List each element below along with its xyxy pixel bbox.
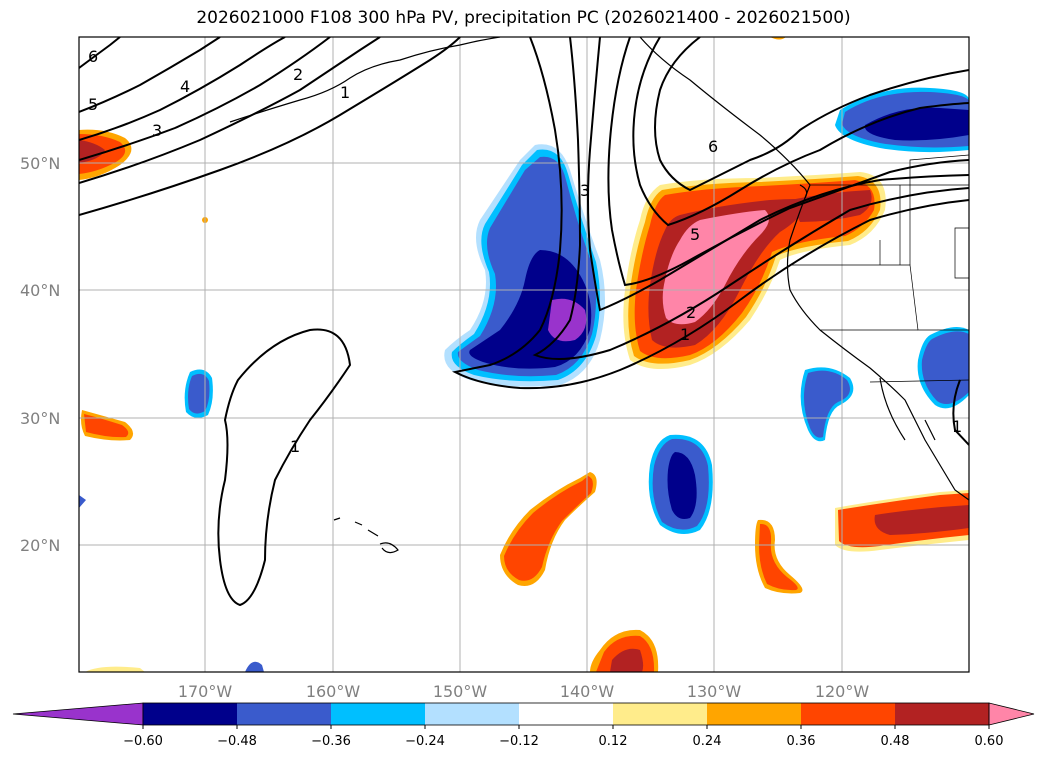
colorbar-tick-label: 0.48 bbox=[881, 734, 910, 749]
contour-label-5a: 5 bbox=[88, 95, 98, 114]
contour-label-1a: 1 bbox=[340, 83, 350, 102]
lon-axis: 170°W 160°W 150°W 140°W 130°W 120°W bbox=[178, 682, 870, 701]
map-title: 2026021000 F108 300 hPa PV, precipitatio… bbox=[196, 8, 851, 28]
contour-label-2a: 2 bbox=[293, 65, 303, 84]
colorbar-labels: −0.60 −0.48 −0.36 −0.24 −0.12 0.12 0.24 0.36 0.4… bbox=[123, 725, 1003, 749]
contour-label-5b: 5 bbox=[690, 225, 700, 244]
colorbar-tick-label: 0.60 bbox=[975, 734, 1004, 749]
lon-tick-160w: 160°W bbox=[306, 682, 361, 701]
contour-labels: 6 5 4 3 2 1 3 6 5 2 1 1 1 bbox=[88, 47, 962, 456]
precip-region-e2-negative bbox=[800, 367, 854, 442]
lon-tick-150w: 150°W bbox=[433, 682, 488, 701]
lon-tick-120w: 120°W bbox=[815, 682, 870, 701]
colorbar-segment bbox=[237, 703, 331, 725]
precip-region-se-warm bbox=[835, 490, 969, 552]
precip-region-s-warm-band bbox=[755, 519, 803, 594]
colorbar-tick-label: −0.60 bbox=[123, 734, 163, 749]
contour-label-6a: 6 bbox=[88, 47, 98, 66]
map-content: 6 5 4 3 2 1 3 6 5 2 1 1 1 bbox=[79, 37, 969, 672]
colorbar-segment bbox=[895, 703, 989, 725]
colorbar bbox=[12, 702, 1035, 726]
colorbar-segment bbox=[331, 703, 425, 725]
colorbar-tick-label: −0.36 bbox=[311, 734, 351, 749]
colorbar-segment bbox=[425, 703, 519, 725]
precip-region-sw-warm bbox=[500, 472, 597, 586]
precip-region-w-negative bbox=[184, 369, 213, 418]
lat-tick-50n: 50°N bbox=[20, 154, 60, 173]
map-border bbox=[78, 36, 970, 673]
lon-tick-170w: 170°W bbox=[178, 682, 233, 701]
contour-label-1d: 1 bbox=[952, 417, 962, 436]
precip-region-s-negative bbox=[648, 434, 713, 534]
contour-label-1b: 1 bbox=[680, 325, 690, 344]
colorbar-tick-label: −0.12 bbox=[499, 734, 539, 749]
precip-region-tiny-3 bbox=[770, 37, 786, 40]
colorbar-tick-label: 0.12 bbox=[599, 734, 628, 749]
contour-label-6b: 6 bbox=[708, 137, 718, 156]
colorbar-segment bbox=[519, 703, 613, 725]
precip-region-bottom-warm bbox=[590, 629, 659, 672]
colorbar-extend-low bbox=[12, 702, 144, 726]
colorbar-segment bbox=[707, 703, 801, 725]
contour-label-4: 4 bbox=[180, 77, 190, 96]
colorbar-outline bbox=[142, 702, 990, 726]
coastlines bbox=[229, 37, 969, 554]
colorbar-tick-label: −0.24 bbox=[405, 734, 445, 749]
colorbar-tick-label: −0.48 bbox=[217, 734, 257, 749]
contour-label-3b: 3 bbox=[580, 181, 590, 200]
lat-tick-30n: 30°N bbox=[20, 409, 60, 428]
precip-region-tiny-1 bbox=[245, 661, 264, 672]
colorbar-segment bbox=[143, 703, 237, 725]
contour-label-3a: 3 bbox=[152, 121, 162, 140]
contour-label-2b: 2 bbox=[686, 303, 696, 322]
lon-tick-130w: 130°W bbox=[687, 682, 742, 701]
contour-label-1c: 1 bbox=[290, 437, 300, 456]
pv-contours bbox=[79, 37, 969, 607]
precip-region-tiny-2 bbox=[79, 495, 86, 508]
lat-tick-20n: 20°N bbox=[20, 536, 60, 555]
colorbar-segment bbox=[801, 703, 895, 725]
colorbar-segment bbox=[613, 703, 707, 725]
colorbar-extend-high bbox=[988, 702, 1035, 726]
precip-region-bl-warm bbox=[85, 666, 145, 672]
lat-tick-40n: 40°N bbox=[20, 281, 60, 300]
lon-tick-140w: 140°W bbox=[560, 682, 615, 701]
precip-region-ne-negative bbox=[835, 87, 969, 153]
gridlines bbox=[79, 37, 969, 672]
lat-axis: 50°N 40°N 30°N 20°N bbox=[20, 154, 60, 555]
colorbar-tick-label: 0.36 bbox=[787, 734, 816, 749]
colorbar-tick-label: 0.24 bbox=[693, 734, 722, 749]
